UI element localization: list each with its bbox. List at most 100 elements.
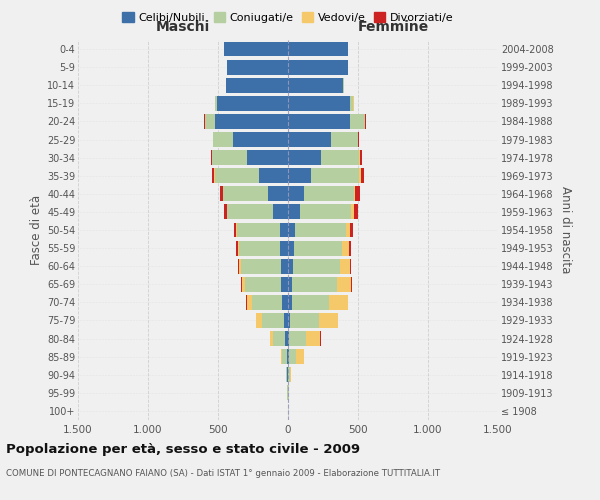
- Bar: [361, 168, 364, 183]
- Bar: [217, 96, 288, 111]
- Bar: [227, 204, 272, 220]
- Bar: [287, 368, 288, 382]
- Bar: [245, 277, 281, 291]
- Bar: [288, 150, 321, 165]
- Bar: [259, 168, 288, 183]
- Bar: [205, 114, 215, 129]
- Bar: [319, 313, 338, 328]
- Bar: [351, 277, 352, 291]
- Bar: [292, 295, 329, 310]
- Bar: [226, 78, 288, 92]
- Bar: [281, 277, 288, 291]
- Bar: [241, 259, 281, 274]
- Bar: [268, 186, 288, 201]
- Bar: [288, 349, 289, 364]
- Bar: [289, 368, 290, 382]
- Bar: [300, 204, 351, 220]
- Bar: [287, 349, 288, 364]
- Bar: [355, 186, 360, 201]
- Bar: [212, 150, 247, 165]
- Bar: [215, 168, 259, 183]
- Bar: [350, 259, 351, 274]
- Bar: [289, 349, 296, 364]
- Bar: [288, 132, 331, 147]
- Bar: [288, 114, 350, 129]
- Bar: [213, 132, 233, 147]
- Bar: [285, 331, 288, 346]
- Text: Maschi: Maschi: [156, 20, 210, 34]
- Bar: [311, 168, 359, 183]
- Bar: [224, 204, 227, 220]
- Bar: [288, 259, 293, 274]
- Bar: [337, 277, 351, 291]
- Bar: [251, 295, 282, 310]
- Bar: [340, 259, 350, 274]
- Bar: [343, 78, 344, 92]
- Bar: [288, 168, 311, 183]
- Bar: [233, 132, 288, 147]
- Bar: [296, 349, 304, 364]
- Bar: [286, 368, 287, 382]
- Y-axis label: Fasce di età: Fasce di età: [29, 195, 43, 265]
- Bar: [351, 204, 354, 220]
- Bar: [331, 132, 358, 147]
- Bar: [349, 240, 351, 256]
- Y-axis label: Anni di nascita: Anni di nascita: [559, 186, 572, 274]
- Bar: [288, 42, 347, 56]
- Bar: [224, 42, 288, 56]
- Bar: [342, 240, 349, 256]
- Bar: [247, 295, 251, 310]
- Bar: [274, 331, 285, 346]
- Bar: [238, 240, 239, 256]
- Bar: [234, 222, 236, 238]
- Bar: [280, 240, 288, 256]
- Bar: [280, 222, 288, 238]
- Text: Femmine: Femmine: [358, 20, 428, 34]
- Bar: [215, 96, 217, 111]
- Bar: [212, 168, 214, 183]
- Bar: [215, 114, 288, 129]
- Bar: [354, 186, 355, 201]
- Bar: [329, 295, 347, 310]
- Bar: [288, 222, 295, 238]
- Bar: [288, 331, 289, 346]
- Bar: [241, 277, 242, 291]
- Bar: [288, 78, 343, 92]
- Bar: [305, 331, 320, 346]
- Bar: [288, 313, 290, 328]
- Bar: [295, 222, 346, 238]
- Bar: [281, 349, 283, 364]
- Bar: [284, 313, 288, 328]
- Bar: [289, 331, 305, 346]
- Bar: [292, 277, 337, 291]
- Bar: [359, 168, 361, 183]
- Bar: [236, 222, 237, 238]
- Bar: [293, 259, 340, 274]
- Bar: [321, 150, 359, 165]
- Bar: [239, 259, 241, 274]
- Legend: Celibi/Nubili, Coniugati/e, Vedovi/e, Divorziati/e: Celibi/Nubili, Coniugati/e, Vedovi/e, Di…: [118, 8, 458, 28]
- Bar: [304, 186, 354, 201]
- Bar: [347, 295, 348, 310]
- Bar: [288, 60, 347, 74]
- Bar: [288, 186, 304, 201]
- Bar: [283, 349, 287, 364]
- Bar: [223, 186, 268, 201]
- Bar: [360, 150, 361, 165]
- Bar: [288, 240, 294, 256]
- Bar: [290, 313, 319, 328]
- Bar: [294, 240, 342, 256]
- Bar: [227, 60, 288, 74]
- Bar: [236, 240, 238, 256]
- Bar: [281, 259, 288, 274]
- Bar: [288, 204, 300, 220]
- Bar: [237, 222, 280, 238]
- Bar: [211, 150, 212, 165]
- Bar: [288, 295, 292, 310]
- Bar: [262, 313, 284, 328]
- Bar: [359, 150, 360, 165]
- Bar: [220, 186, 223, 201]
- Bar: [256, 313, 262, 328]
- Bar: [242, 277, 245, 291]
- Bar: [282, 295, 288, 310]
